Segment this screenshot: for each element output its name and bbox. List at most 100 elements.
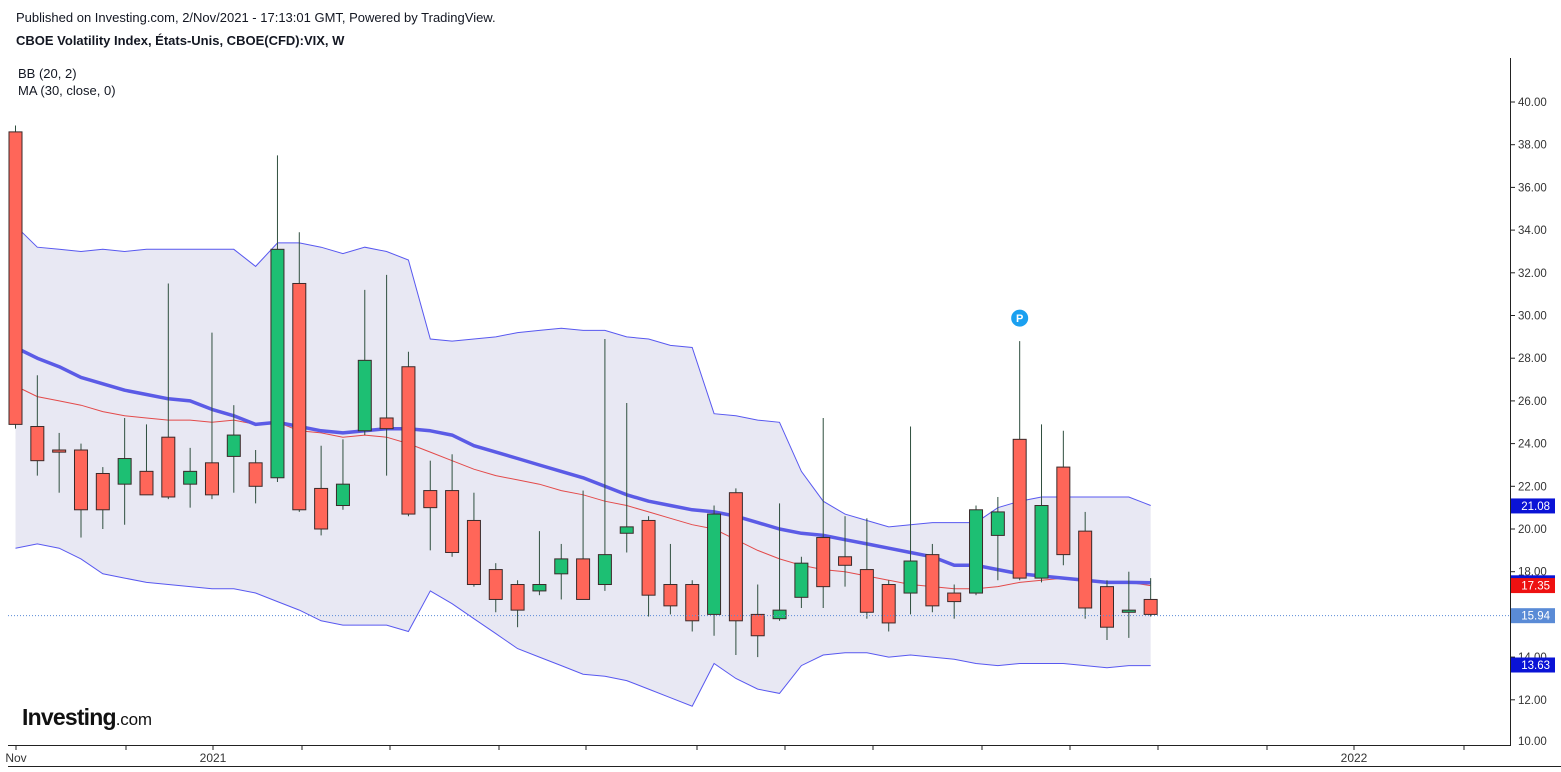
candle-body-down bbox=[161, 436, 176, 498]
candle bbox=[554, 543, 569, 600]
symbol-title: CBOE Volatility Index, États-Unis, CBOE(… bbox=[16, 33, 345, 48]
candle bbox=[619, 403, 634, 553]
candle bbox=[248, 450, 263, 504]
candle-body-down bbox=[663, 584, 678, 607]
candle-body-down bbox=[947, 592, 962, 603]
candle-body-up bbox=[597, 554, 612, 586]
price-tick-label: 32.00 bbox=[1518, 268, 1547, 280]
candle bbox=[816, 417, 831, 608]
candle bbox=[750, 584, 765, 658]
candle bbox=[510, 580, 525, 628]
candle bbox=[204, 332, 219, 500]
time-tick-label: Nov bbox=[5, 751, 26, 765]
last-value-badge bbox=[1511, 578, 1555, 594]
candle bbox=[8, 125, 23, 429]
candle bbox=[95, 467, 110, 529]
candle-body-down bbox=[1078, 530, 1093, 609]
candle-body-down bbox=[401, 366, 416, 515]
candle-body-down bbox=[1056, 466, 1071, 556]
candle-body-down bbox=[52, 449, 67, 453]
candle-body-down bbox=[488, 569, 503, 600]
ma30-line bbox=[14, 345, 1151, 585]
bollinger-band bbox=[15, 225, 1151, 707]
candle bbox=[139, 424, 154, 496]
price-tick-label: 26.00 bbox=[1518, 396, 1547, 408]
candle-body-up bbox=[117, 458, 132, 485]
candle bbox=[52, 432, 67, 493]
bb-lower-line bbox=[15, 543, 1151, 707]
last-value-text: 15.94 bbox=[1521, 611, 1550, 623]
candle-body-up bbox=[226, 434, 241, 457]
indicator-bollinger-label[interactable]: BB (20, 2) bbox=[18, 66, 77, 81]
candle bbox=[1121, 571, 1136, 638]
price-tick-label: 22.00 bbox=[1518, 481, 1547, 493]
investing-logo[interactable]: Investing.com bbox=[22, 704, 152, 730]
candle-body-down bbox=[750, 613, 765, 637]
candle-body-down bbox=[925, 554, 940, 607]
candle-body-down bbox=[204, 462, 219, 496]
candle-body-up bbox=[707, 513, 722, 615]
last-value-label: 13.63 bbox=[1511, 657, 1555, 673]
candle-body-down bbox=[379, 417, 394, 430]
annotation-circle[interactable] bbox=[1010, 308, 1030, 328]
candle bbox=[1034, 424, 1049, 583]
candle-body-down bbox=[816, 537, 831, 588]
candle bbox=[1056, 430, 1071, 566]
candle-body-up bbox=[1121, 609, 1136, 613]
last-value-text: 21.08 bbox=[1521, 501, 1550, 513]
price-tick-label: 36.00 bbox=[1518, 182, 1547, 194]
time-axis-bg bbox=[0, 746, 1515, 772]
candle bbox=[663, 543, 678, 615]
candle bbox=[488, 563, 503, 613]
candle-body-up bbox=[903, 560, 918, 594]
candle bbox=[117, 417, 132, 525]
candle-body-down bbox=[423, 490, 438, 509]
candle-body-down bbox=[838, 556, 853, 566]
candle bbox=[1143, 578, 1158, 617]
candle bbox=[423, 460, 438, 551]
annotations: P bbox=[1010, 308, 1030, 328]
moving-average bbox=[14, 345, 1151, 585]
candle bbox=[1012, 341, 1027, 581]
candle bbox=[1078, 511, 1093, 619]
candle bbox=[925, 543, 940, 613]
price-tick-label: 40.00 bbox=[1518, 97, 1547, 109]
candle-body-down bbox=[95, 472, 110, 511]
published-info: Published on Investing.com, 2/Nov/2021 -… bbox=[16, 10, 496, 25]
candle bbox=[859, 518, 874, 619]
candle bbox=[707, 505, 722, 636]
candle bbox=[838, 516, 853, 587]
candle-body-down bbox=[641, 519, 656, 596]
indicator-ma-label[interactable]: MA (30, close, 0) bbox=[18, 83, 116, 98]
price-tick-label: 38.00 bbox=[1518, 140, 1547, 152]
candle bbox=[728, 488, 743, 655]
candle-body-up bbox=[1034, 505, 1049, 579]
candle-body-down bbox=[8, 131, 23, 425]
candle bbox=[466, 492, 481, 587]
candle-body-down bbox=[73, 449, 88, 511]
last-value-badge bbox=[1511, 608, 1555, 624]
candle bbox=[597, 338, 612, 591]
candle bbox=[685, 580, 700, 632]
candle-body-up bbox=[794, 562, 809, 598]
candle bbox=[314, 445, 329, 536]
price-tick-label: 20.00 bbox=[1518, 524, 1547, 536]
candle bbox=[335, 439, 350, 510]
annotation-marker[interactable]: P bbox=[1010, 308, 1030, 328]
candle-body-down bbox=[248, 462, 263, 487]
candle bbox=[881, 580, 896, 632]
candle-body-up bbox=[772, 609, 787, 620]
candle bbox=[903, 426, 918, 615]
candle bbox=[226, 405, 241, 493]
time-tick-label: 2022 bbox=[1341, 751, 1368, 765]
candle bbox=[357, 289, 372, 436]
candle-body-down bbox=[30, 426, 45, 462]
candle-body-up bbox=[532, 584, 547, 592]
last-value-badge bbox=[1511, 657, 1555, 673]
annotation-label: P bbox=[1016, 313, 1023, 325]
candle-body-down bbox=[445, 490, 460, 553]
candle-body-up bbox=[270, 248, 285, 479]
price-axis: 12.0014.0016.0018.0020.0022.0024.0026.00… bbox=[1510, 58, 1547, 748]
